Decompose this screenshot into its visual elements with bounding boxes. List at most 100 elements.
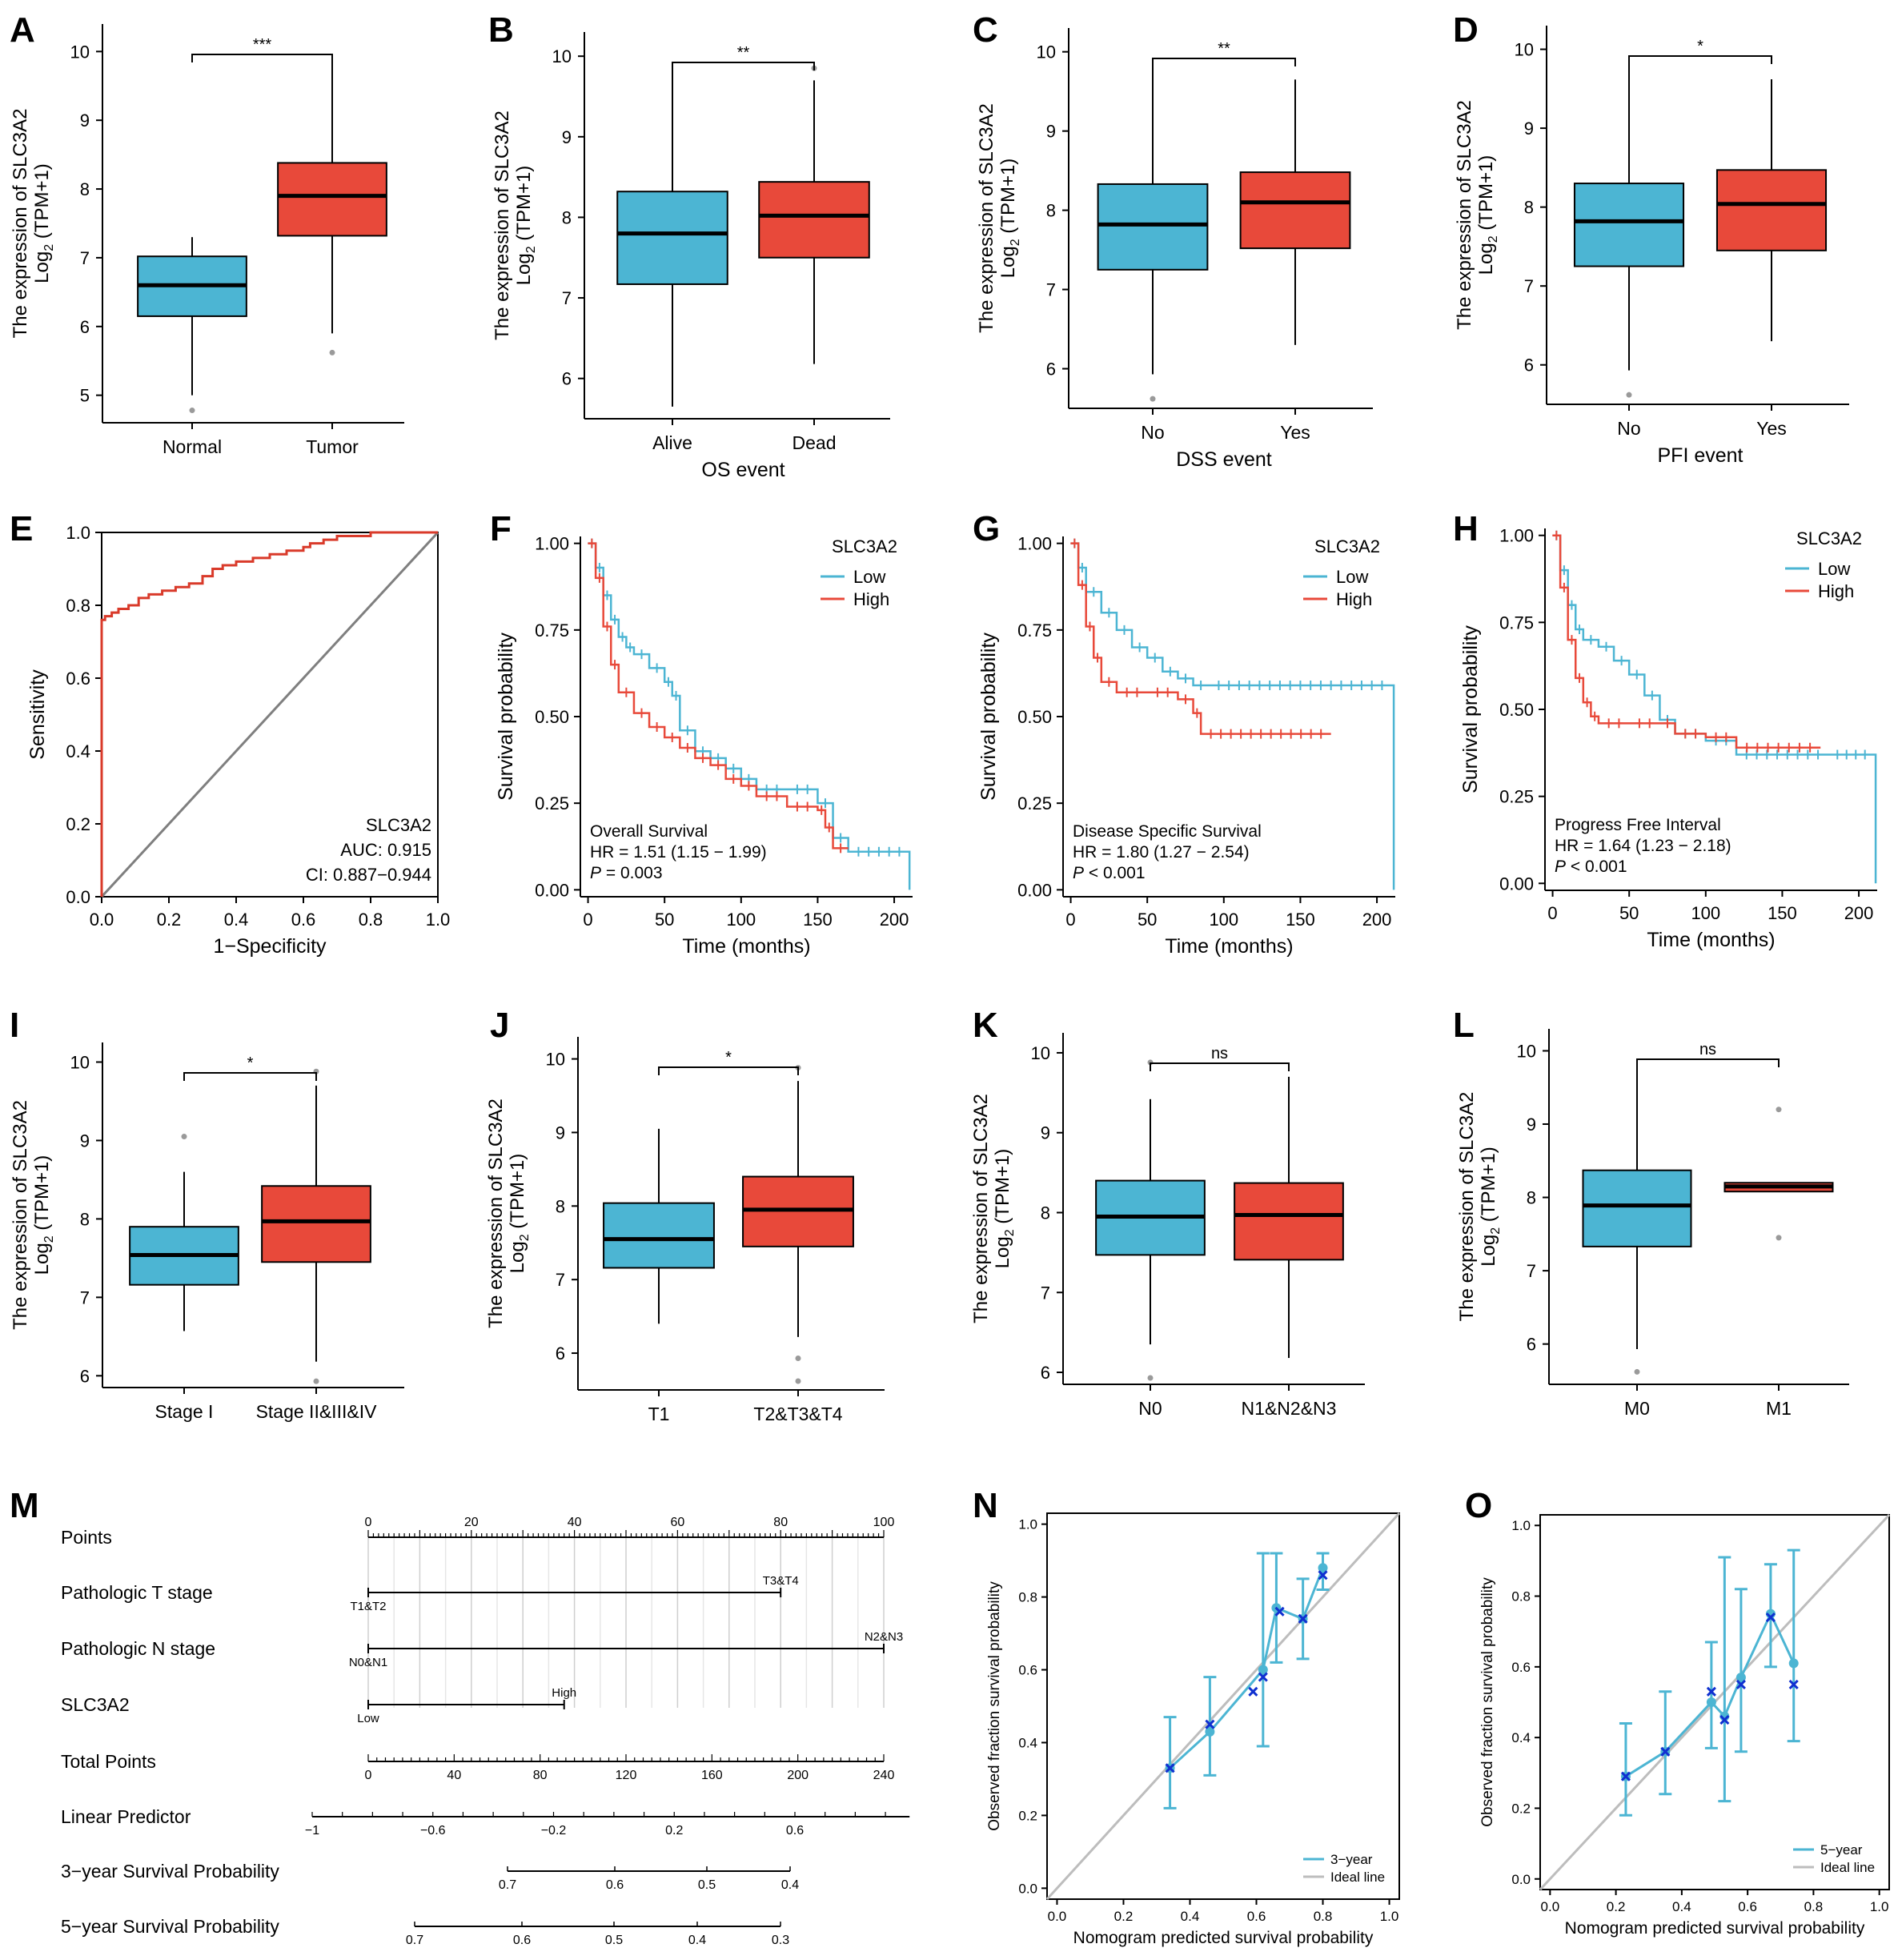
censor-mark	[1257, 729, 1266, 739]
censor-mark	[595, 572, 604, 583]
bootstrap-mark	[1788, 1679, 1799, 1689]
level-label: Low	[357, 1712, 379, 1725]
x-tick-label: T2&T3&T4	[753, 1404, 842, 1424]
censor-mark	[1277, 729, 1286, 739]
censor-mark	[1306, 729, 1315, 739]
legend-label: Ideal line	[1330, 1870, 1385, 1885]
reference-diagonal	[100, 531, 439, 898]
bootstrap-mark	[1318, 1570, 1328, 1580]
total-points-tick-label: 240	[873, 1769, 895, 1782]
y-tick-label: 0.00	[1017, 880, 1052, 900]
x-tick-label: M1	[1766, 1398, 1792, 1419]
bootstrap-mark	[1165, 1763, 1175, 1773]
y-axis-title: The expression of SLC3A2	[976, 103, 997, 333]
censor-mark	[652, 721, 661, 732]
box-T1	[603, 1202, 715, 1269]
significance-bracket	[672, 62, 815, 70]
roc-annotation: AUC: 0.915	[340, 840, 431, 860]
x-axis-title: Nomogram predicted survival probability	[1565, 1919, 1865, 1938]
ylab-log: Log	[992, 1236, 1013, 1268]
box-No	[1573, 183, 1685, 267]
censor-mark	[1347, 681, 1356, 691]
censor-mark	[714, 760, 723, 770]
km-annotation: HR = 1.80 (1.27 − 2.54)	[1073, 843, 1250, 862]
y-axis-subtitle: Log2 (TPM+1)	[1478, 1147, 1503, 1267]
censor-mark	[1120, 625, 1129, 635]
censor-mark	[1860, 749, 1869, 760]
y-tick-label: 9	[562, 127, 572, 147]
censor-mark	[1559, 582, 1568, 592]
km-annotation: Disease Specific Survival	[1073, 822, 1262, 841]
ylab-sub: 2	[1487, 235, 1500, 243]
km-annotation: HR = 1.51 (1.15 − 1.99)	[590, 843, 767, 862]
x-tick-label: 0	[1065, 910, 1075, 930]
censor-mark	[854, 846, 863, 857]
significance-label: ns	[1211, 1045, 1228, 1062]
x-tick-label: 0.4	[1672, 1899, 1691, 1914]
x-tick-label: 0.4	[1181, 1909, 1200, 1924]
y-tick-label: 0.8	[1511, 1589, 1531, 1605]
bootstrap-mark	[1719, 1715, 1730, 1725]
y-tick-label: 0.50	[1499, 700, 1534, 720]
censor-mark	[1153, 687, 1162, 697]
x-tick-label: 0.8	[359, 910, 383, 930]
nomogram-row-label: Total Points	[61, 1751, 156, 1772]
y-tick-label: 0.75	[1499, 612, 1534, 633]
y-tick-label: 0.4	[66, 741, 90, 761]
x-tick-label: N1&N2&N3	[1242, 1398, 1337, 1419]
panel-letter-D: D	[1453, 10, 1479, 50]
total-points-tick-label: 80	[533, 1769, 548, 1782]
censor-mark	[1663, 718, 1671, 729]
y-tick-label: 9	[1041, 1123, 1050, 1143]
y-tick-label: 0.50	[1017, 707, 1052, 727]
box-Tumor	[277, 162, 387, 237]
panel-E: 0.0 0.2 0.4 0.6 0.8 1.0 0.0 0.2 0.4 0.6 0.8 1.0 1−Sp…	[26, 523, 450, 958]
x-tick-label: 0.0	[1048, 1909, 1067, 1924]
y-tick-label: 10	[546, 1050, 565, 1070]
y-tick-label: 0.75	[535, 621, 569, 641]
p-letter: P	[1073, 864, 1084, 882]
censor-mark	[1105, 608, 1114, 618]
x-tick-label: 200	[880, 910, 909, 930]
y-tick-label: 0.25	[1499, 787, 1534, 807]
panel-H: 0 50 100 150 200 0.00 0.25 0.50 0.75 1.00 SLC3A2 Lo…	[1459, 526, 1877, 951]
censor-mark	[637, 708, 646, 718]
outlier-point	[1626, 392, 1632, 398]
censor-mark	[1337, 681, 1346, 691]
total-points-tick-label: 200	[787, 1769, 809, 1782]
km-curve-High	[588, 542, 849, 849]
ylab-sub: 2	[42, 1235, 56, 1243]
box-Stage II&III&IV	[261, 1185, 371, 1263]
panel-N: 0.0 0.2 0.4 0.6 0.8 1.0 0.0 0.2 0.4 0.6 0.8 1.0 3−ye…	[986, 1512, 1401, 1947]
y-axis-subtitle: Log2 (TPM+1)	[31, 1155, 56, 1275]
ylab-log: Log	[1475, 243, 1497, 275]
ylab-tail: (TPM+1)	[997, 159, 1019, 239]
y-tick-label: 9	[1046, 122, 1056, 142]
y-axis-subtitle: Log2 (TPM+1)	[1475, 155, 1500, 275]
y-tick-label: 6	[80, 1366, 90, 1386]
censor-mark	[825, 822, 833, 833]
outlier-point	[795, 1378, 801, 1384]
censor-mark	[1604, 718, 1613, 729]
y-tick-label: 9	[80, 110, 90, 131]
panel-letter-J: J	[490, 1006, 509, 1045]
censor-mark	[1852, 749, 1860, 760]
box-Dead	[758, 181, 870, 259]
censor-mark	[1591, 711, 1599, 721]
p-value: < 0.001	[1084, 864, 1145, 882]
legend-label: 3−year	[1330, 1852, 1373, 1867]
x-tick-label: 150	[1286, 910, 1315, 930]
significance-label: **	[1218, 40, 1230, 58]
panel-L: 6 7 8 9 10 The expression of SLC3A2 Log2 (TPM+…	[1456, 1029, 1849, 1419]
significance-bracket	[658, 1066, 799, 1075]
censor-mark	[729, 773, 738, 784]
y-tick-label: 0.6	[66, 669, 90, 689]
x-tick-label: Dead	[792, 432, 837, 453]
box-N1&N2&N3	[1234, 1182, 1344, 1261]
y-tick-label: 8	[1041, 1203, 1050, 1223]
p-letter: P	[590, 864, 601, 882]
x-tick-label: 0.6	[1247, 1909, 1266, 1924]
panel-letter-E: E	[10, 509, 33, 548]
panel-F: 0 50 100 150 200 0.00 0.25 0.50 0.75 1.00 SLC3A2 Lo…	[495, 534, 913, 958]
y-axis-title: The expression of SLC3A2	[10, 109, 31, 339]
